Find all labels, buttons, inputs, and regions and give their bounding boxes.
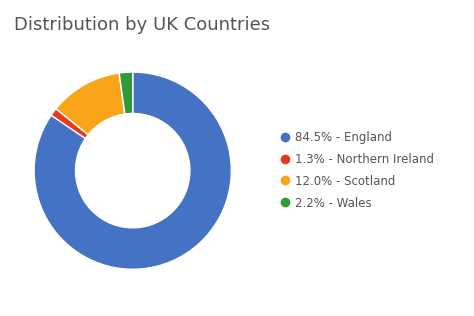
Text: Distribution by UK Countries: Distribution by UK Countries (14, 16, 270, 34)
Legend: 84.5% - England, 1.3% - Northern Ireland, 12.0% - Scotland, 2.2% - Wales: 84.5% - England, 1.3% - Northern Ireland… (282, 131, 434, 210)
Wedge shape (34, 72, 231, 269)
Wedge shape (56, 73, 125, 135)
Wedge shape (119, 72, 133, 114)
Wedge shape (51, 109, 88, 138)
